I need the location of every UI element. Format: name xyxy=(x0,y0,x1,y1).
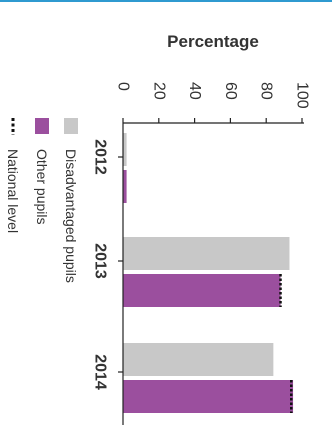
category-labels: 2012 2013 2014 xyxy=(92,139,123,390)
legend-label-disadvantaged-pupils: Disadvantaged pupils xyxy=(63,149,79,283)
category-label-2012: 2012 xyxy=(92,139,109,175)
legend-swatch-other-pupils xyxy=(35,118,49,134)
category-label-2013: 2013 xyxy=(92,243,109,279)
bar-other-pupils-2013 xyxy=(123,274,281,307)
legend-label-national-level: National level xyxy=(5,149,21,233)
axis-title: Percentage xyxy=(167,32,259,51)
tick-label-0: 0 xyxy=(115,82,132,91)
bars-layer xyxy=(123,133,294,413)
tick-label-80: 80 xyxy=(258,82,275,100)
national-level-markers xyxy=(279,274,293,413)
legend-label-other-pupils: Other pupils xyxy=(34,149,50,224)
bar-disadvantaged-pupils-2013 xyxy=(123,237,290,270)
legend: Disadvantaged pupils Other pupils National… xyxy=(5,118,79,283)
bar-other-pupils-2012 xyxy=(123,170,127,203)
tick-label-20: 20 xyxy=(150,82,167,100)
bar-other-pupils-2014 xyxy=(123,380,294,413)
tick-label-40: 40 xyxy=(186,82,203,100)
tick-labels: 0 20 40 60 80 100 xyxy=(115,82,311,123)
tick-label-100: 100 xyxy=(294,82,311,109)
axes-layer xyxy=(122,122,304,425)
category-label-2014: 2014 xyxy=(92,354,109,390)
bar-disadvantaged-pupils-2012 xyxy=(123,133,127,166)
tick-label-60: 60 xyxy=(222,82,239,100)
top-divider-line xyxy=(0,0,332,2)
legend-swatch-disadvantaged-pupils xyxy=(64,118,78,134)
bar-disadvantaged-pupils-2014 xyxy=(123,343,274,376)
